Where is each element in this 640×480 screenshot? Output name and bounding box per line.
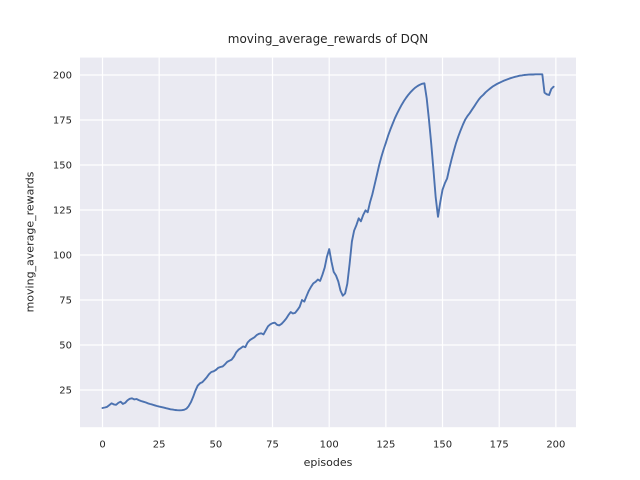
plot-line [101,73,555,412]
y-tick-label: 150 [53,160,72,171]
x-tick-label: 50 [209,440,222,451]
y-axis-label: moving_average_rewards [23,171,37,313]
x-axis-label: episodes [303,456,353,469]
x-tick-label: 125 [376,440,395,451]
x-tick-label: 100 [320,440,339,451]
chart-title: moving_average_rewards of DQN [227,32,429,46]
x-tick-label: 200 [546,440,565,451]
plot-panel [80,57,576,428]
x-tick-label: 150 [433,440,452,451]
y-tick-label: 100 [53,250,72,261]
y-tick-label: 25 [59,385,72,396]
y-tick-label: 175 [53,115,72,126]
x-tick-label: 25 [153,440,166,451]
y-tick-label: 50 [59,340,72,351]
y-tick-label: 200 [53,70,72,81]
x-tick-label: 175 [490,440,509,451]
x-tick-label: 0 [99,440,105,451]
y-tick-label: 75 [59,295,72,306]
x-tick-label: 75 [266,440,279,451]
y-tick-label: 125 [53,205,72,216]
